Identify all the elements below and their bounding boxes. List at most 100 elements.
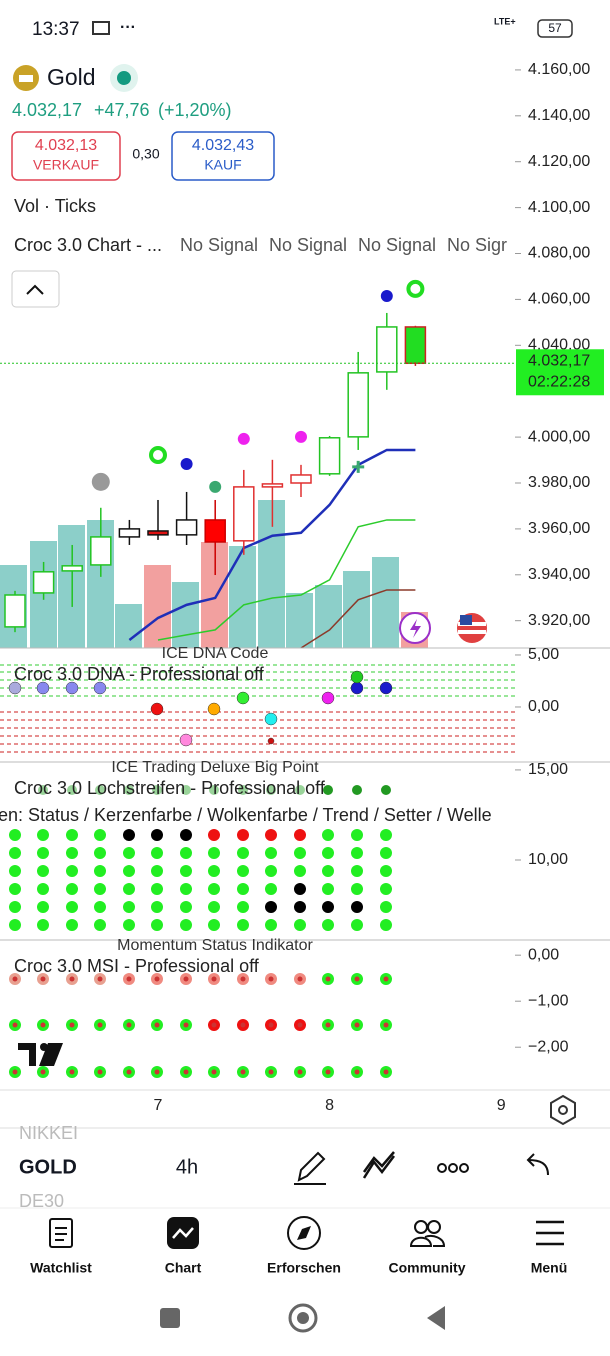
strip-dot	[351, 829, 363, 841]
strip-dot	[351, 901, 363, 913]
msi-center	[325, 1069, 331, 1075]
sys-home[interactable]	[288, 1303, 318, 1333]
flag-stripe	[458, 630, 486, 634]
panel-subtitle[interactable]: Croc 3.0 MSI - Professional off	[14, 956, 260, 976]
price: 4.032,17	[12, 100, 82, 120]
y-tick-label: 10,00	[528, 851, 568, 868]
panel-title: ICE DNA Code	[162, 645, 269, 662]
msi-center	[126, 976, 132, 982]
strip-dot	[180, 919, 192, 931]
msi-center	[297, 976, 303, 982]
y-tick-label: 3.920,00	[528, 612, 590, 629]
sell-button[interactable]	[11, 131, 121, 181]
more-button[interactable]	[437, 1163, 469, 1173]
y-tick-label: 4.100,00	[528, 199, 590, 216]
msi-center	[268, 976, 274, 982]
strip-dot	[180, 829, 192, 841]
dna-dot	[350, 670, 364, 684]
panel-title: ICE Trading Deluxe Big Point	[111, 759, 319, 776]
indicator-croc[interactable]: Croc 3.0 Chart - ...	[14, 235, 162, 255]
strip-dot	[37, 919, 49, 931]
dna-dot	[207, 702, 221, 716]
community-icon[interactable]	[409, 1220, 446, 1247]
strip-dot	[294, 847, 306, 859]
symbol[interactable]: Gold	[47, 64, 96, 90]
indicator-volume[interactable]: Vol · Ticks	[14, 196, 96, 216]
msi-center	[268, 1022, 274, 1028]
msi-center	[12, 1069, 18, 1075]
y-tick-label: 5,00	[528, 646, 559, 663]
spread: 0,30	[132, 146, 159, 162]
signal	[180, 457, 193, 470]
dna-dot	[150, 702, 164, 716]
strip-dot	[9, 829, 21, 841]
y-tick-label: 4.120,00	[528, 153, 590, 170]
candle-body	[347, 372, 369, 438]
undo-icon[interactable]	[526, 1153, 549, 1176]
nav-label[interactable]: Erforschen	[267, 1260, 341, 1276]
msi-center	[69, 1022, 75, 1028]
strip-dot	[380, 847, 392, 859]
indicators-icon[interactable]	[362, 1151, 395, 1179]
signal	[91, 472, 110, 491]
buy-button[interactable]	[171, 131, 275, 181]
strip-dot	[237, 829, 249, 841]
panel-subtitle[interactable]: Croc 3.0 DNA - Professional off	[14, 664, 265, 684]
dna-dot	[350, 681, 364, 695]
msi-center	[12, 976, 18, 982]
strip-dot	[380, 865, 392, 877]
strip-dot	[123, 919, 135, 931]
collapse-button[interactable]	[11, 270, 60, 308]
signal	[352, 460, 365, 473]
more-icon: ···	[120, 19, 136, 36]
signal	[209, 480, 222, 493]
strip-dot	[123, 847, 135, 859]
panel-subtitle[interactable]: Croc 3.0 Lochstreifen - Professional off	[14, 778, 326, 798]
msi-center	[325, 976, 331, 982]
strip-dot	[294, 865, 306, 877]
strip-dot	[380, 883, 392, 895]
watchlist-icon[interactable]	[49, 1218, 73, 1248]
draw-icon[interactable]	[294, 1151, 326, 1185]
menu-icon[interactable]	[536, 1220, 564, 1246]
indicator-line	[157, 519, 416, 641]
symbol-next[interactable]: DE30	[19, 1191, 64, 1211]
countdown: 02:22:28	[528, 373, 590, 390]
candle-body	[147, 530, 169, 536]
strip-dot	[208, 829, 220, 841]
strip-dot	[37, 865, 49, 877]
strip-dot	[208, 865, 220, 877]
msi-center	[154, 1069, 160, 1075]
y-tick-label: 3.980,00	[528, 474, 590, 491]
strip-dot	[151, 829, 163, 841]
interval[interactable]: 4h	[176, 1156, 198, 1178]
sys-recent[interactable]	[160, 1308, 180, 1328]
dna-dot	[93, 681, 107, 695]
dna-dot	[8, 681, 22, 695]
candle-body	[404, 326, 427, 365]
msi-center	[240, 1022, 246, 1028]
symbol-prev[interactable]: NIKKEI	[19, 1123, 78, 1143]
indicator-line	[128, 448, 416, 641]
explore-icon[interactable]	[287, 1216, 321, 1250]
strip-dot	[181, 785, 191, 795]
nav-label[interactable]: Chart	[165, 1260, 202, 1276]
signal	[149, 445, 167, 464]
msi-center	[183, 1069, 189, 1075]
msi-center	[383, 1069, 389, 1075]
strip-dot	[294, 901, 306, 913]
compass	[297, 1226, 311, 1240]
strip-dot	[9, 865, 21, 877]
sys-back[interactable]	[427, 1306, 445, 1330]
msi-center	[69, 976, 75, 982]
signal-text: No Sigr	[447, 235, 507, 255]
strip-dot	[66, 919, 78, 931]
nav-label[interactable]: Watchlist	[30, 1260, 92, 1276]
settings-icon[interactable]	[550, 1094, 576, 1126]
nav-label[interactable]: Menü	[531, 1260, 568, 1276]
strip-dot	[151, 847, 163, 859]
symbol-current[interactable]: GOLD	[19, 1156, 77, 1178]
nav-label[interactable]: Community	[389, 1260, 466, 1276]
chevron-up	[26, 284, 44, 295]
